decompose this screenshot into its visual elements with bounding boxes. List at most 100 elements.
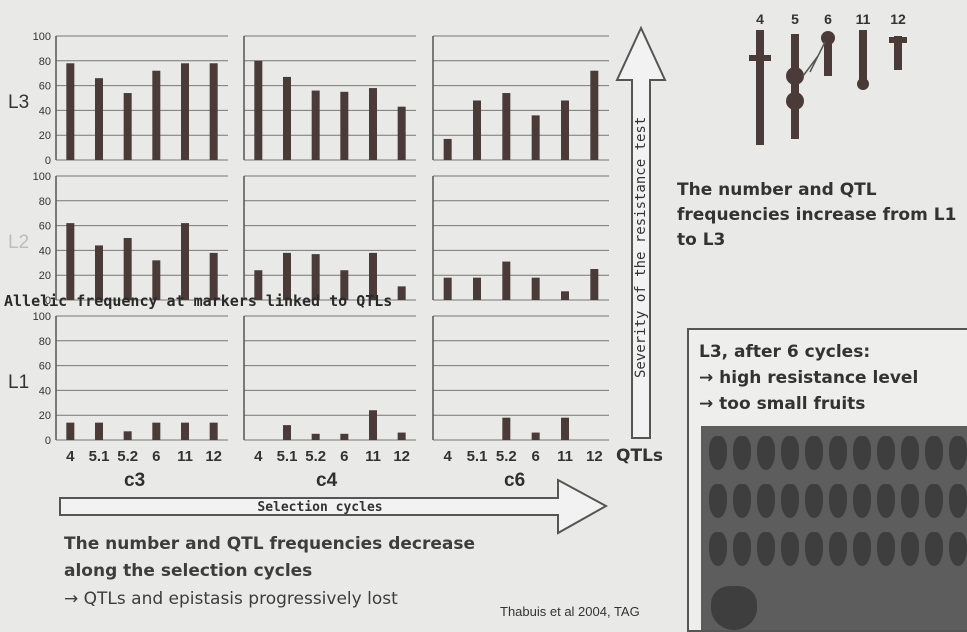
severity-arrow: [615, 25, 667, 439]
bar-L3-c4-6: [340, 91, 349, 160]
bar-L1-c3-11: [181, 422, 189, 440]
bar-L3-c6-6: [531, 115, 540, 160]
x-tick-label: 6: [340, 448, 348, 465]
bar-L2-c6-12: [590, 269, 599, 300]
bar-L2-c6-4: [443, 277, 452, 300]
y-tick-label: 100: [33, 31, 51, 43]
fruit-shape: [829, 436, 847, 470]
x-tick-label: 4: [66, 448, 75, 465]
bar-L3-c4-5.1: [283, 76, 291, 160]
x-tick-label: 4: [443, 448, 452, 465]
fruit-shape: [877, 484, 895, 518]
fruit-shape: [733, 484, 751, 518]
fruit-shape: [829, 532, 847, 566]
bar-L2-c3-4: [66, 223, 75, 300]
selection-cycles-label: Selection cycles: [257, 500, 382, 515]
bar-L3-c6-4: [443, 138, 452, 160]
bar-L2-c4-5.2: [311, 254, 320, 300]
y-tick-label: 0: [45, 435, 51, 447]
bar-L1-c6-6: [531, 432, 540, 440]
y-tick-label: 60: [39, 221, 51, 233]
bar-L2-c4-6: [340, 270, 349, 300]
x-tick-label: 11: [365, 448, 381, 465]
x-tick-label: 6: [531, 448, 539, 465]
x-tick-label: 12: [393, 448, 410, 465]
bar-L1-c3-12: [209, 422, 218, 440]
fruit-shape: [757, 436, 775, 470]
fruit-shape: [949, 484, 967, 518]
fruit-shape: [877, 532, 895, 566]
fruit-shape: [757, 532, 775, 566]
bar-L3-c6-5.1: [473, 100, 481, 160]
y-tick-label: 60: [39, 361, 51, 373]
x-tick-label: 12: [205, 448, 222, 465]
bar-L1-c3-4: [66, 422, 75, 440]
chromosome-label-11: 11: [856, 11, 871, 27]
bar-L1-c3-5.2: [123, 431, 132, 440]
fruit-shape: [709, 484, 727, 518]
cycle-label-c3: c3: [124, 470, 146, 491]
bar-L1-c4-5.1: [283, 425, 291, 440]
y-tick-label: 100: [33, 171, 51, 183]
fruit-shape: [781, 436, 799, 470]
fruit-shape: [925, 436, 943, 470]
line-label-L3: L3: [8, 92, 29, 113]
bar-L2-c3-6: [152, 260, 161, 300]
fruit-shape: [853, 532, 871, 566]
fruit-shape: [853, 436, 871, 470]
bar-L3-c3-12: [209, 63, 218, 160]
x-tick-label: 5.1: [89, 448, 110, 465]
bottom-text-line3: → QTLs and epistasis progressively lost: [64, 589, 398, 609]
bottom-text-line1: The number and QTL frequencies decrease: [64, 534, 476, 554]
fruit-shape: [805, 436, 823, 470]
bar-L2-c4-11: [369, 252, 377, 300]
y-tick-label: 100: [33, 311, 51, 323]
chromosome-label-4: 4: [756, 11, 764, 27]
fruit-shape: [877, 436, 895, 470]
bar-L3-c3-4: [66, 63, 75, 160]
cycle-label-c4: c4: [316, 470, 338, 491]
x-tick-label: 11: [177, 448, 193, 465]
fruit-shape: [901, 484, 919, 518]
bar-L1-c6-5.2: [502, 417, 511, 440]
bar-L3-c4-5.2: [311, 90, 320, 160]
x-tick-label: 12: [586, 448, 603, 465]
bar-L1-c4-6: [340, 433, 349, 440]
bar-L2-c6-5.1: [473, 277, 481, 300]
selection-cycles-arrow: [59, 478, 609, 535]
fruit-shape: [925, 532, 943, 566]
bar-L3-c3-11: [181, 63, 189, 160]
large-fruit-shape: [711, 586, 757, 630]
cycle-label-c6: c6: [504, 470, 526, 491]
y-tick-label: 20: [39, 130, 51, 142]
bar-L1-c4-5.2: [311, 433, 320, 440]
bar-L2-c4-5.1: [283, 252, 291, 300]
x-tick-label: 5.2: [305, 448, 326, 465]
bar-L1-c3-5.1: [95, 422, 103, 440]
x-tick-label: 4: [254, 448, 263, 465]
y-tick-label: 20: [39, 270, 51, 282]
fruit-shape: [781, 532, 799, 566]
fruit-shape: [925, 484, 943, 518]
bar-L3-c3-5.2: [123, 93, 132, 160]
x-tick-label: 5.2: [496, 448, 517, 465]
bar-L3-c3-5.1: [95, 78, 103, 160]
box-point-1: → high resistance level: [699, 368, 919, 388]
fruit-photo: [701, 426, 967, 630]
box-point-2: → too small fruits: [699, 394, 866, 414]
fruit-shape: [829, 484, 847, 518]
citation: Thabuis et al 2004, TAG: [500, 604, 640, 619]
line-label-L1: L1: [8, 372, 29, 393]
bar-L1-c4-12: [397, 432, 406, 440]
fruit-shape: [709, 532, 727, 566]
fruit-shape: [949, 532, 967, 566]
line-label-L2: L2: [8, 232, 29, 253]
bar-L2-c4-12: [397, 286, 406, 300]
bar-L2-c6-11: [561, 291, 569, 300]
fruit-shape: [853, 484, 871, 518]
qtls-axis-label: QTLs: [616, 446, 663, 466]
result-box: L3, after 6 cycles: → high resistance le…: [687, 328, 967, 632]
bar-L2-c3-5.1: [95, 245, 103, 300]
y-tick-label: 20: [39, 410, 51, 422]
chromosome-label-6: 6: [824, 11, 832, 27]
